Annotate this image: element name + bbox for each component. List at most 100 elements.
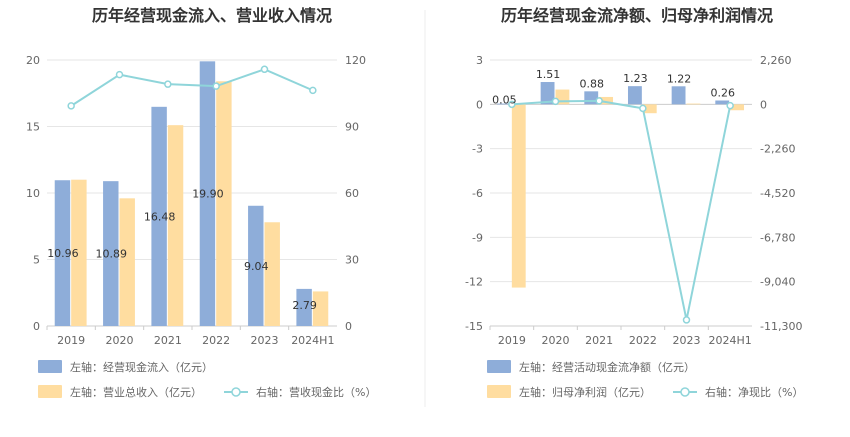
line-point bbox=[639, 104, 647, 113]
data-label: 0.88 bbox=[579, 77, 604, 90]
left-axis-tick-label: 0 bbox=[33, 320, 40, 333]
legend-line-marker bbox=[231, 387, 241, 397]
data-label: 0.05 bbox=[492, 94, 517, 107]
x-axis-tick-label: 2021 bbox=[585, 334, 613, 347]
bar bbox=[54, 180, 71, 326]
x-axis-tick-label: 2023 bbox=[251, 334, 279, 347]
bar bbox=[296, 288, 312, 326]
bar bbox=[627, 86, 642, 105]
chart-title: 历年经营现金流净额、归母净利润情况 bbox=[501, 6, 773, 25]
left-axis-tick-label: 10 bbox=[26, 187, 40, 200]
data-label: 16.48 bbox=[144, 210, 176, 223]
line-point bbox=[212, 82, 220, 90]
x-axis-tick-label: 2023 bbox=[673, 334, 701, 347]
series-line bbox=[70, 68, 314, 107]
x-axis-tick-label: 2024H1 bbox=[709, 334, 752, 347]
left-chart-panel: 历年经营现金流入、营业收入情况 0 5 10 15 20 0 30 60 90 120 2019 202… bbox=[26, 6, 376, 399]
x-axis-tick-label: 2022 bbox=[629, 334, 657, 347]
legend-label: 左轴：归母净利润（亿元） bbox=[519, 385, 651, 399]
bar bbox=[730, 104, 745, 111]
line-point bbox=[551, 97, 560, 106]
line-point bbox=[508, 100, 516, 109]
line-point bbox=[682, 316, 691, 324]
left-axis-tick-label: -6 bbox=[472, 187, 483, 200]
data-label: 2.79 bbox=[292, 299, 317, 312]
line-point bbox=[115, 70, 124, 79]
left-axis-tick-label: -12 bbox=[465, 276, 483, 289]
data-label: 1.23 bbox=[623, 72, 648, 85]
legend-label: 右轴：净现比（%） bbox=[705, 385, 803, 399]
legend-swatch bbox=[487, 360, 511, 373]
x-axis-tick-label: 2019 bbox=[498, 334, 526, 347]
left-axis-tick-label: 20 bbox=[26, 54, 40, 67]
x-axis-tick-label: 2022 bbox=[202, 334, 230, 347]
right-axis-tick-label: 0 bbox=[345, 320, 352, 333]
right-axis-tick-label: -2,260 bbox=[760, 143, 795, 156]
right-axis-tick-label: 60 bbox=[345, 187, 359, 200]
data-label: 10.96 bbox=[47, 247, 79, 260]
right-axis-tick-label: 2,260 bbox=[760, 54, 792, 67]
legend-swatch bbox=[38, 360, 62, 373]
right-axis-tick-label: -9,040 bbox=[760, 276, 795, 289]
line-point bbox=[67, 102, 75, 110]
x-axis-tick-label: 2024H1 bbox=[291, 334, 334, 347]
bar bbox=[216, 81, 232, 326]
line-point bbox=[260, 65, 269, 74]
right-axis-tick-label: 120 bbox=[345, 54, 366, 67]
legend-swatch bbox=[38, 385, 62, 398]
bar bbox=[686, 103, 701, 105]
line-point bbox=[309, 86, 317, 95]
right-axis-tick-label: -4,520 bbox=[760, 187, 795, 200]
data-label: 10.89 bbox=[96, 248, 128, 261]
bar bbox=[496, 103, 511, 105]
x-axis-tick-label: 2021 bbox=[154, 334, 182, 347]
bar bbox=[264, 222, 280, 326]
line-point bbox=[595, 97, 603, 105]
right-chart-panel: 历年经营现金流净额、归母净利润情况 3 0 -3 -6 -9 -12 -15 2,260 0 -2,… bbox=[465, 6, 803, 399]
legend-line-marker bbox=[680, 387, 690, 397]
left-axis-tick-label: -9 bbox=[472, 231, 483, 244]
bar bbox=[599, 96, 614, 105]
bar bbox=[167, 125, 184, 326]
x-axis-tick-label: 2019 bbox=[57, 334, 85, 347]
line-point bbox=[726, 101, 734, 110]
legend-swatch bbox=[487, 385, 511, 398]
bar bbox=[119, 198, 135, 326]
bar bbox=[540, 82, 555, 105]
legend-label: 左轴：营业总收入（亿元） bbox=[70, 385, 202, 399]
data-label: 9.04 bbox=[244, 260, 269, 273]
bar bbox=[715, 100, 730, 105]
chart-title: 历年经营现金流入、营业收入情况 bbox=[92, 6, 332, 25]
left-axis-tick-label: -15 bbox=[465, 320, 483, 333]
data-label: 1.22 bbox=[667, 72, 692, 85]
line-point bbox=[164, 80, 172, 88]
data-label: 0.26 bbox=[710, 86, 735, 99]
x-axis-tick-label: 2020 bbox=[106, 334, 134, 347]
bar bbox=[199, 61, 216, 326]
bar bbox=[511, 104, 526, 288]
left-axis-tick-label: 0 bbox=[476, 98, 483, 111]
legend-label: 右轴：营收现金比（%） bbox=[256, 385, 376, 399]
left-axis-tick-label: 3 bbox=[476, 54, 483, 67]
left-axis-tick-label: -3 bbox=[472, 143, 483, 156]
right-axis-tick-label: -6,780 bbox=[760, 231, 795, 244]
right-axis-tick-label: 90 bbox=[345, 121, 359, 134]
bar bbox=[151, 106, 167, 326]
legend-label: 左轴：经营现金流入（亿元） bbox=[70, 360, 213, 374]
bar bbox=[103, 181, 119, 326]
data-label: 19.90 bbox=[192, 188, 224, 201]
right-axis-tick-label: 0 bbox=[760, 98, 767, 111]
data-label: 1.51 bbox=[536, 68, 561, 81]
bar bbox=[671, 86, 686, 105]
left-axis-tick-label: 5 bbox=[33, 254, 40, 267]
right-axis-tick-label: -11,300 bbox=[760, 320, 802, 333]
x-axis-tick-label: 2020 bbox=[542, 334, 570, 347]
bar bbox=[642, 104, 657, 114]
legend-label: 左轴：经营活动现金流净额（亿元） bbox=[519, 360, 695, 374]
right-axis-tick-label: 30 bbox=[345, 254, 359, 267]
series-line bbox=[511, 99, 732, 321]
left-axis-tick-label: 15 bbox=[26, 121, 40, 134]
bar bbox=[312, 291, 329, 326]
